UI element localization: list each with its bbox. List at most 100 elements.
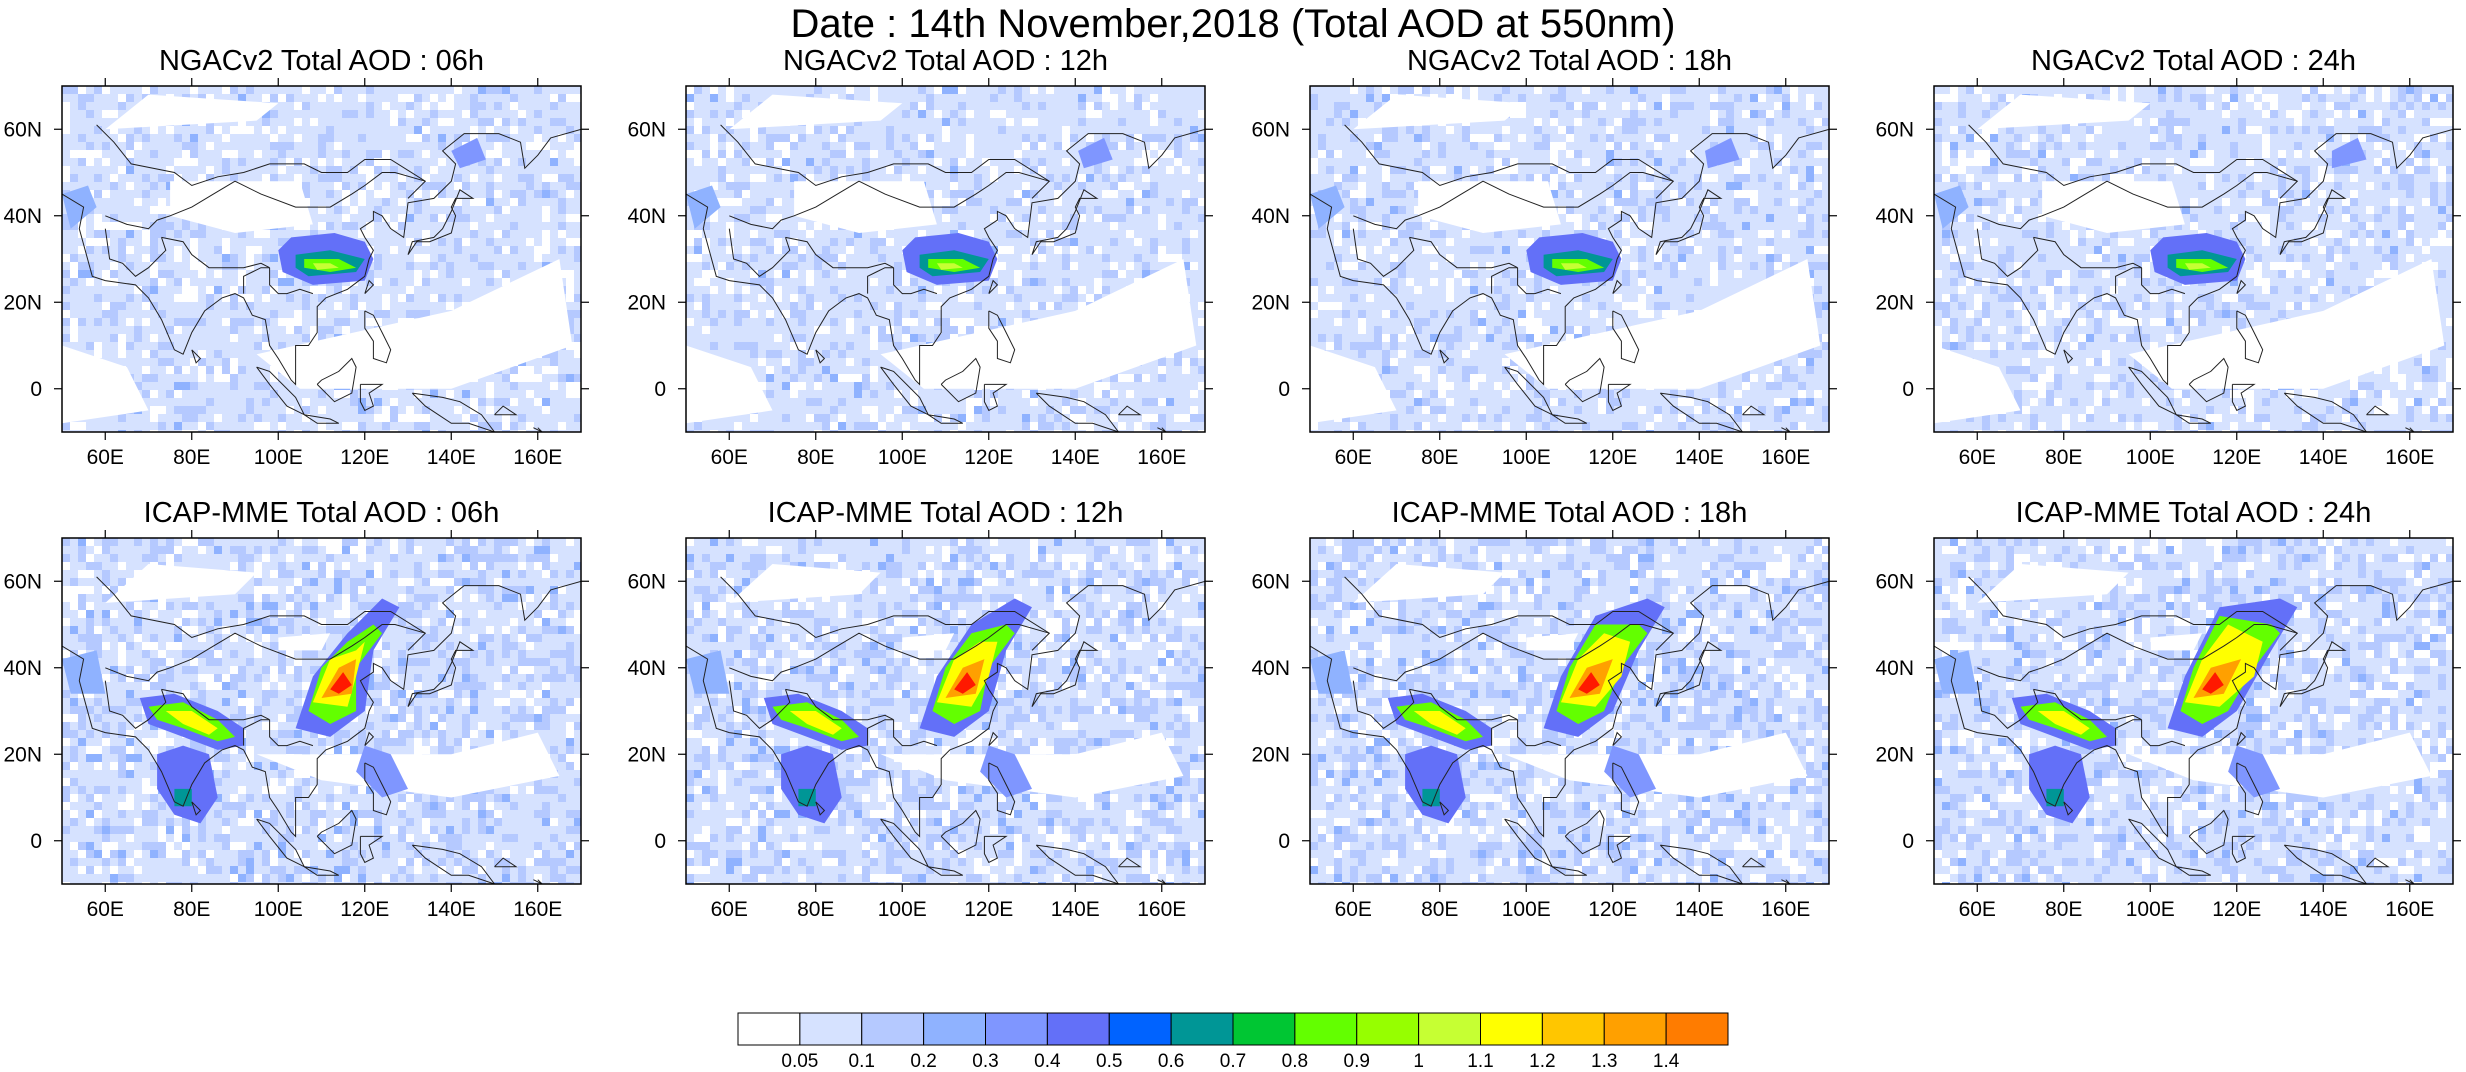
aod-grid-cell (134, 634, 142, 642)
aod-grid-cell (950, 318, 958, 326)
aod-grid-cell (750, 174, 758, 182)
aod-grid-cell (182, 538, 190, 546)
aod-grid-cell (1998, 294, 2006, 302)
aod-grid-cell (1630, 142, 1638, 150)
aod-grid-cell (1622, 118, 1630, 126)
aod-grid-cell (1134, 190, 1142, 198)
aod-grid-cell (718, 134, 726, 142)
aod-grid-cell (1190, 262, 1198, 270)
aod-grid-cell (2270, 262, 2278, 270)
aod-grid-cell (2022, 318, 2030, 326)
aod-grid-cell (446, 94, 454, 102)
aod-grid-cell (510, 190, 518, 198)
aod-grid-cell (1318, 142, 1326, 150)
aod-grid-cell (2414, 166, 2422, 174)
aod-grid-cell (1142, 206, 1150, 214)
aod-grid-cell (1038, 134, 1046, 142)
aod-grid-cell (174, 366, 182, 374)
lon-tick-label: 120E (964, 446, 1013, 469)
aod-grid-cell (182, 414, 190, 422)
aod-grid-cell (1686, 398, 1694, 406)
aod-grid-cell (1190, 230, 1198, 238)
aod-grid-cell (1006, 246, 1014, 254)
aod-grid-cell (518, 626, 526, 634)
aod-grid-cell (726, 222, 734, 230)
aod-grid-cell (2342, 246, 2350, 254)
aod-grid-cell (1374, 342, 1382, 350)
aod-grid-cell (150, 86, 158, 94)
aod-grid-cell (830, 166, 838, 174)
aod-grid-cell (414, 570, 422, 578)
aod-grid-cell (502, 554, 510, 562)
aod-grid-cell (502, 570, 510, 578)
aod-grid-cell (862, 406, 870, 414)
aod-grid-cell (766, 366, 774, 374)
aod-grid-cell (254, 674, 262, 682)
aod-grid-cell (430, 634, 438, 642)
aod-grid-cell (230, 358, 238, 366)
aod-grid-cell (2198, 318, 2206, 326)
aod-grid-cell (1158, 110, 1166, 118)
aod-grid-cell (1190, 134, 1198, 142)
aod-grid-cell (694, 86, 702, 94)
aod-grid-cell (1814, 150, 1822, 158)
aod-grid-cell (542, 206, 550, 214)
aod-grid-cell (254, 562, 262, 570)
aod-grid-cell (2190, 318, 2198, 326)
aod-grid-cell (806, 126, 814, 134)
aod-grid-cell (958, 102, 966, 110)
aod-grid-cell (198, 538, 206, 546)
aod-grid-cell (1982, 198, 1990, 206)
aod-grid-cell (1478, 246, 1486, 254)
aod-grid-cell (1950, 126, 1958, 134)
aod-grid-cell (1494, 414, 1502, 422)
aod-grid-cell (1710, 94, 1718, 102)
aod-grid-cell (942, 198, 950, 206)
aod-grid-cell (2150, 230, 2158, 238)
aod-grid-cell (1694, 214, 1702, 222)
aod-grid-cell (1422, 422, 1430, 430)
aod-grid-cell (1094, 166, 1102, 174)
aod-grid-cell (2158, 278, 2166, 286)
aod-grid-cell (2414, 142, 2422, 150)
aod-grid-cell (1654, 414, 1662, 422)
aod-grid-cell (926, 134, 934, 142)
aod-grid-cell (1446, 334, 1454, 342)
aod-grid-cell (1806, 350, 1814, 358)
aod-grid-cell (1414, 286, 1422, 294)
aod-grid-cell (1774, 102, 1782, 110)
aod-grid-cell (1630, 198, 1638, 206)
aod-grid-cell (726, 262, 734, 270)
aod-grid-cell (438, 430, 446, 438)
aod-grid-cell (1038, 414, 1046, 422)
aod-grid-cell (2190, 198, 2198, 206)
aod-grid-cell (790, 262, 798, 270)
aod-grid-cell (270, 626, 278, 634)
aod-grid-cell (86, 570, 94, 578)
aod-grid-cell (1974, 238, 1982, 246)
aod-grid-cell (174, 254, 182, 262)
aod-grid-cell (1102, 94, 1110, 102)
aod-grid-cell (70, 626, 78, 634)
aod-grid-cell (2382, 94, 2390, 102)
aod-grid-cell (158, 222, 166, 230)
aod-grid-cell (278, 94, 286, 102)
aod-grid-cell (2422, 150, 2430, 158)
aod-grid-cell (814, 302, 822, 310)
aod-grid-cell (174, 134, 182, 142)
aod-grid-cell (1374, 150, 1382, 158)
aod-grid-cell (2182, 118, 2190, 126)
aod-grid-cell (302, 294, 310, 302)
aod-grid-cell (878, 238, 886, 246)
aod-grid-cell (102, 570, 110, 578)
aod-grid-cell (1566, 150, 1574, 158)
aod-grid-cell (790, 246, 798, 254)
aod-grid-cell (2110, 174, 2118, 182)
aod-grid-cell (446, 690, 454, 698)
aod-grid-cell (1982, 318, 1990, 326)
aod-grid-cell (326, 538, 334, 546)
aod-grid-cell (62, 166, 70, 174)
aod-grid-cell (1766, 230, 1774, 238)
aod-grid-cell (966, 326, 974, 334)
aod-grid-cell (2070, 342, 2078, 350)
